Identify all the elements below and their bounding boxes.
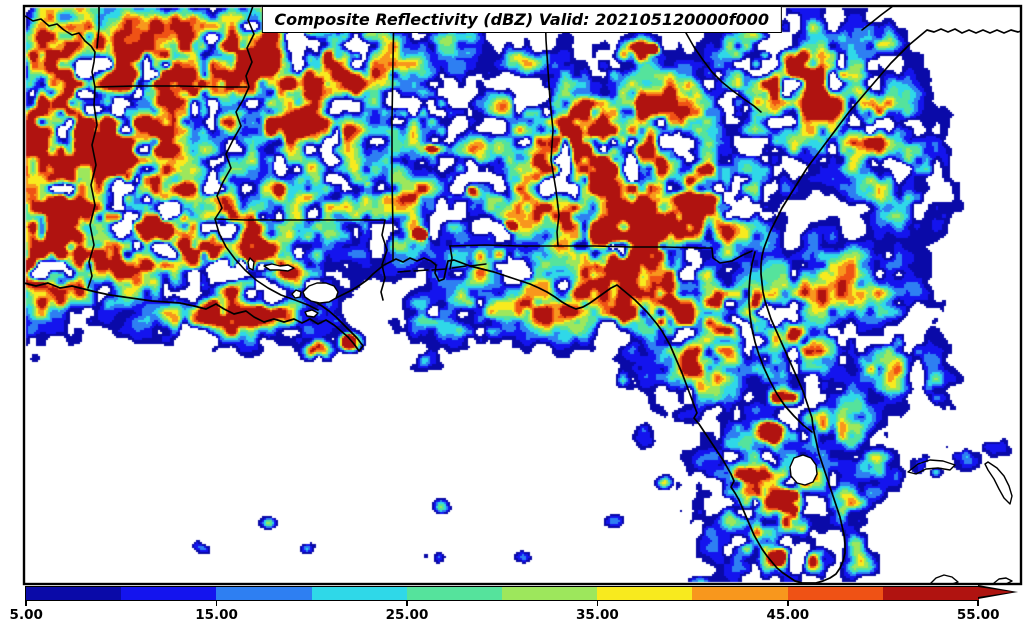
lake-outline — [263, 263, 295, 272]
coastline — [23, 28, 1022, 584]
island-outline — [413, 269, 429, 272]
lake-outline — [302, 282, 339, 304]
state-border — [544, 5, 560, 247]
colorbar-tick — [977, 601, 979, 607]
colorbar-tick — [215, 601, 218, 607]
state-border — [391, 5, 395, 262]
map-title: Composite Reflectivity (dBZ) Valid: 2021… — [274, 10, 770, 29]
colorbar-tick-label: 35.00 — [576, 607, 619, 623]
colorbar-segments — [25, 586, 979, 601]
lake-outline — [789, 454, 818, 486]
state-border — [449, 244, 753, 264]
state-border — [861, 5, 894, 31]
map-frame — [22, 4, 1023, 586]
state-border — [24, 15, 96, 88]
state-border — [87, 86, 98, 289]
state-border — [380, 219, 388, 301]
colorbar-tick-label: 25.00 — [385, 607, 429, 623]
colorbar: 5.00 15.00 25.00 35.00 45.00 55.00 — [10, 584, 1025, 626]
colorbar-extend-arrow — [978, 587, 1014, 598]
colorbar-segment — [121, 587, 217, 600]
colorbar-segment — [406, 587, 503, 600]
island-outline — [907, 459, 956, 475]
colorbar-tick — [596, 601, 599, 607]
island-outline — [984, 461, 1013, 505]
state-border — [94, 85, 248, 88]
state-border — [214, 218, 386, 221]
colorbar-segment — [216, 587, 313, 600]
coastline — [748, 251, 813, 433]
colorbar-tick — [25, 601, 27, 607]
island-outline — [469, 263, 487, 267]
colorbar-tick — [406, 601, 408, 607]
state-border — [449, 245, 453, 270]
colorbar-segment — [787, 587, 884, 600]
state-border — [214, 218, 319, 311]
colorbar-tick — [787, 601, 789, 607]
colorbar-segment — [692, 587, 789, 600]
colorbar-segment — [502, 587, 598, 600]
colorbar-segment — [26, 587, 122, 600]
island-outline — [929, 574, 959, 585]
lake-outline — [291, 289, 302, 299]
island-outline — [451, 265, 467, 269]
island-outline — [397, 270, 411, 273]
colorbar-tick-label: 15.00 — [195, 607, 238, 623]
lake-outline — [304, 309, 319, 318]
map-title-box: Composite Reflectivity (dBZ) Valid: 2021… — [261, 6, 783, 33]
colorbar-segment — [882, 587, 979, 600]
colorbar-tick-label: 55.00 — [956, 607, 1000, 623]
colorbar-segment — [597, 587, 693, 600]
island-outline — [993, 577, 1013, 585]
colorbar-tick-label: 45.00 — [766, 607, 810, 623]
island-outline — [431, 268, 447, 271]
colorbar-tick-label: 5.00 — [9, 607, 43, 623]
state-border — [214, 5, 255, 220]
state-border — [96, 5, 100, 49]
colorbar-segment — [311, 587, 408, 600]
lake-outline — [247, 257, 255, 271]
